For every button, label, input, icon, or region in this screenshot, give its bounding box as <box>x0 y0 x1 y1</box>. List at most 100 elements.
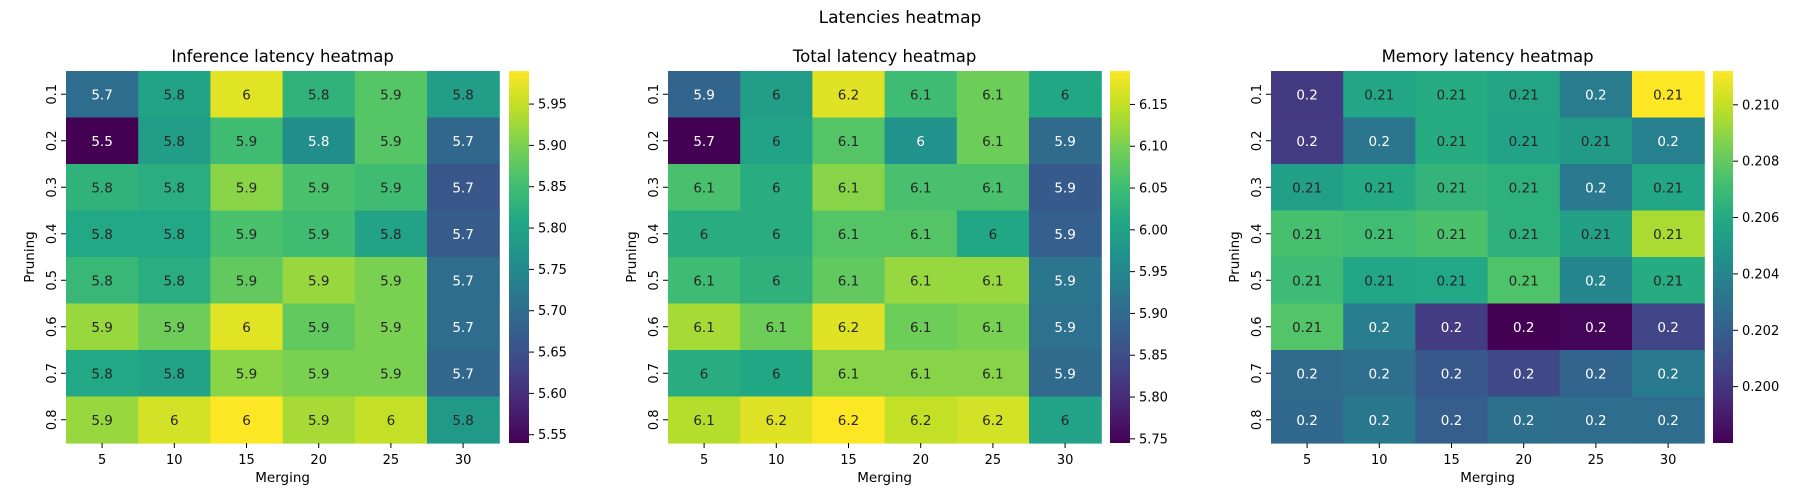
cell-label: 0.2 <box>1585 320 1606 336</box>
heatmap-cell <box>812 164 886 212</box>
cell-label: 6.1 <box>910 227 931 243</box>
cell-label: 5.8 <box>91 273 112 289</box>
heatmap-cell <box>138 117 211 165</box>
heatmap-cell <box>138 210 211 258</box>
cell-label: 0.21 <box>1653 227 1683 243</box>
heatmap-cell <box>1415 396 1489 444</box>
heatmap-cell <box>1343 210 1416 258</box>
heatmap-cell <box>812 210 886 258</box>
cell-label: 6 <box>1061 87 1070 103</box>
heatmap-cell <box>812 350 886 398</box>
cell-label: 0.21 <box>1509 180 1539 196</box>
cell-label: 0.21 <box>1436 87 1466 103</box>
cell-label: 0.21 <box>1292 227 1322 243</box>
cell-label: 6 <box>916 134 925 150</box>
heatmap-panel-1: Inference latency heatmap 5.7 5.8 6 5.8 5.9 5.… <box>22 47 567 486</box>
cell-label: 5.9 <box>236 366 257 382</box>
cell-label: 0.21 <box>1653 180 1683 196</box>
cell-label: 6 <box>170 413 179 429</box>
cell-label: 6.1 <box>910 366 931 382</box>
figure-title: Latencies heatmap <box>819 8 982 28</box>
heatmap-cell <box>138 303 211 351</box>
cell-label: 5.7 <box>452 227 473 243</box>
heatmap-cell <box>1632 303 1705 351</box>
heatmap-cell <box>884 303 958 351</box>
cell-label: 6 <box>700 366 709 382</box>
heatmap-cell <box>1415 303 1489 351</box>
colorbar-tick-label: 6.10 <box>1139 140 1168 155</box>
heatmap-cell <box>1343 396 1416 444</box>
cell-label: 5.8 <box>164 134 185 150</box>
cell-label: 6.2 <box>766 413 787 429</box>
cell-label: 0.21 <box>1509 87 1539 103</box>
cell-label: 0.21 <box>1364 227 1394 243</box>
cell-label: 5.9 <box>236 134 257 150</box>
cell-label: 6.1 <box>982 366 1003 382</box>
x-tick-label: 10 <box>166 453 183 468</box>
cell-label: 5.9 <box>380 273 401 289</box>
heatmap-cell <box>354 257 428 305</box>
heatmap-cell <box>1559 257 1633 305</box>
cell-label: 0.21 <box>1436 273 1466 289</box>
panel-title: Total latency heatmap <box>792 47 976 66</box>
cell-label: 0.2 <box>1369 134 1390 150</box>
cell-label: 0.2 <box>1296 413 1317 429</box>
heatmap-cell <box>282 71 356 119</box>
cell-label: 5.9 <box>1054 320 1075 336</box>
heatmap-cell <box>956 210 1030 258</box>
cell-label: 5.9 <box>236 180 257 196</box>
heatmap-cell <box>740 257 813 305</box>
cell-label: 0.21 <box>1364 87 1394 103</box>
heatmap-cell <box>956 396 1030 444</box>
heatmap-cell <box>210 117 284 165</box>
cell-label: 5.9 <box>236 273 257 289</box>
heatmap-cell <box>427 303 500 351</box>
heatmap-cell <box>1029 257 1102 305</box>
cell-label: 0.2 <box>1369 320 1390 336</box>
cell-label: 0.2 <box>1585 87 1606 103</box>
heatmap-cell <box>282 117 356 165</box>
x-tick-label: 15 <box>238 453 255 468</box>
heatmap-cell <box>1271 117 1344 165</box>
colorbar-tick-label: 5.95 <box>1139 265 1168 280</box>
cell-label: 0.21 <box>1509 134 1539 150</box>
heatmap-cell <box>354 303 428 351</box>
cell-label: 6 <box>989 227 998 243</box>
x-tick-label: 20 <box>310 453 327 468</box>
colorbar-tick-label: 6.00 <box>1139 223 1168 238</box>
colorbar-tick-label: 5.80 <box>1139 391 1168 406</box>
heatmap-cell <box>1029 117 1102 165</box>
cell-label: 5.9 <box>308 227 329 243</box>
cell-label: 5.8 <box>452 413 473 429</box>
y-axis-label: Pruning <box>1227 231 1243 282</box>
heatmap-cell <box>1415 117 1489 165</box>
cell-label: 5.8 <box>308 87 329 103</box>
heatmap-cell <box>427 257 500 305</box>
y-tick-label: 0.3 <box>647 177 662 198</box>
cell-label: 0.2 <box>1657 413 1678 429</box>
cell-label: 6.1 <box>838 180 859 196</box>
heatmap-cell <box>1559 164 1633 212</box>
x-tick-label: 30 <box>1057 453 1074 468</box>
x-tick-label: 20 <box>1515 453 1532 468</box>
heatmap-cell <box>1415 257 1489 305</box>
heatmap-cell <box>354 117 428 165</box>
heatmap-cell <box>1343 257 1416 305</box>
colorbar <box>1110 71 1130 443</box>
heatmap-cell <box>138 164 211 212</box>
heatmap-cell <box>1632 164 1705 212</box>
heatmap-cell <box>354 350 428 398</box>
cell-label: 6 <box>387 413 396 429</box>
heatmap-cell <box>1559 117 1633 165</box>
cell-label: 5.9 <box>380 180 401 196</box>
colorbar-tick-label: 0.204 <box>1742 267 1779 282</box>
heatmap-cell <box>210 164 284 212</box>
heatmap-cell <box>66 303 139 351</box>
cell-label: 6.1 <box>838 134 859 150</box>
heatmap-cell <box>668 210 741 258</box>
cell-label: 5.8 <box>164 87 185 103</box>
cell-label: 6 <box>772 273 781 289</box>
cell-label: 5.9 <box>308 366 329 382</box>
colorbar-tick-label: 5.80 <box>538 222 567 237</box>
heatmap-panel-2: Total latency heatmap 5.9 6 6.2 6.1 6.1 6 5.7 6 6… <box>624 47 1168 486</box>
